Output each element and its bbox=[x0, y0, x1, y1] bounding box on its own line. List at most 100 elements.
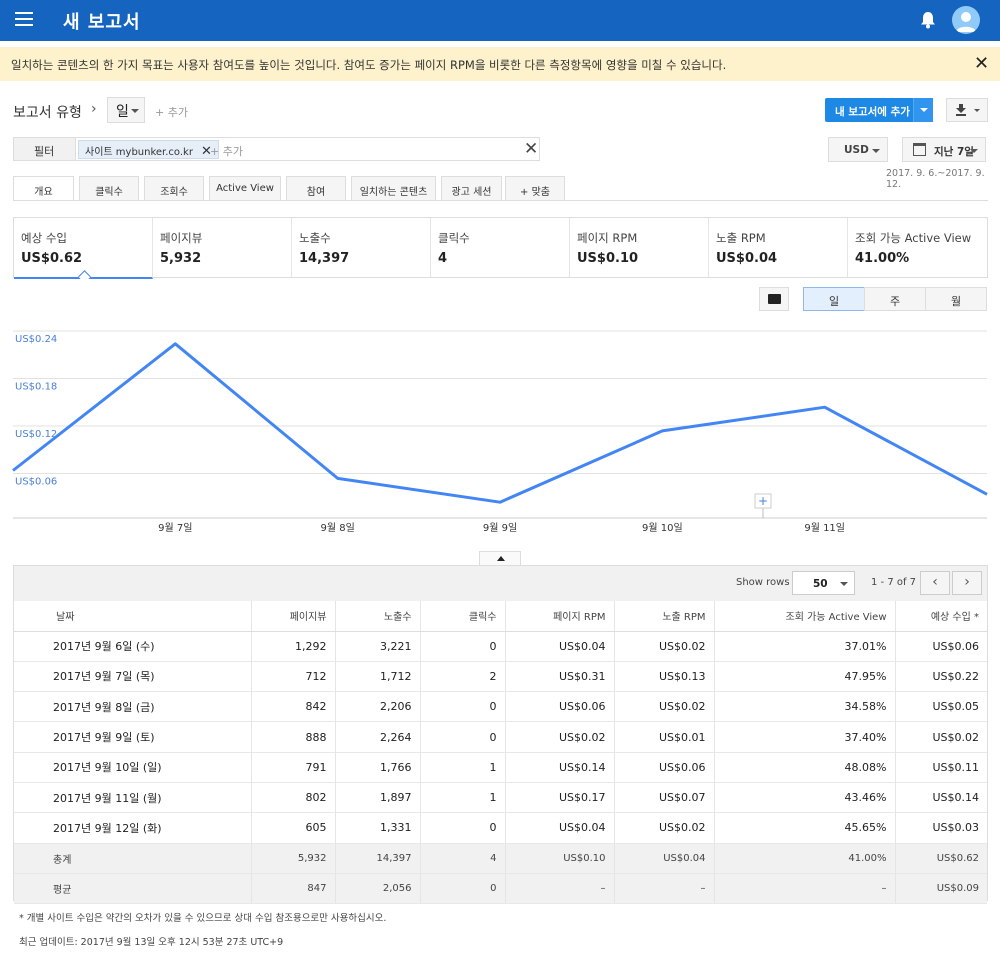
tab-overview[interactable]: 개요 bbox=[13, 176, 74, 201]
caret-up-icon bbox=[497, 556, 505, 561]
column-header-page-rpm[interactable]: 페이지 RPM bbox=[505, 601, 615, 632]
add-annotation-marker[interactable]: + bbox=[754, 493, 772, 518]
notifications-bell-icon[interactable] bbox=[918, 10, 938, 30]
remove-filter-icon[interactable]: ✕ bbox=[200, 144, 212, 159]
table-cell: 37.01% bbox=[714, 631, 896, 662]
table-cell: 2017년 9월 11일 (월) bbox=[14, 782, 252, 814]
app-bar: 새 보고서 bbox=[0, 0, 1000, 41]
table-cell: US$0.62 bbox=[895, 843, 987, 874]
chart-week-button[interactable]: 주 bbox=[864, 287, 926, 311]
page-title: 새 보고서 bbox=[63, 12, 141, 33]
table-cell: 1,331 bbox=[335, 812, 421, 844]
caret-down-icon bbox=[970, 149, 978, 153]
metric-page-rpm[interactable]: 페이지 RPM US$0.10 bbox=[570, 218, 709, 277]
column-header-clicks[interactable]: 클릭수 bbox=[420, 601, 506, 632]
add-filter-link[interactable]: + 추가 bbox=[210, 145, 243, 158]
table-cell: 2 bbox=[420, 661, 506, 693]
metric-impressions[interactable]: 노출수 14,397 bbox=[292, 218, 431, 277]
menu-icon[interactable] bbox=[15, 12, 33, 28]
metric-cards: 예상 수입 US$0.62 페이지뷰 5,932 노출수 14,397 클릭수 4 페이… bbox=[13, 217, 988, 279]
table-cell: 0 bbox=[420, 691, 506, 723]
table-cell: 34.58% bbox=[714, 691, 896, 723]
table-cell: US$0.04 bbox=[505, 812, 615, 844]
column-header-impression-rpm[interactable]: 노출 RPM bbox=[614, 601, 715, 632]
table-cell: US$0.01 bbox=[614, 721, 715, 753]
table-cell: 1,897 bbox=[335, 782, 421, 814]
add-dimension-link[interactable]: + 추가 bbox=[155, 106, 188, 119]
metric-active-view-viewable[interactable]: 조회 가능 Active View 41.00% bbox=[855, 231, 972, 266]
chart-day-button[interactable]: 일 bbox=[803, 287, 865, 311]
earnings-line-chart: US$0.24 US$0.18 US$0.12 US$0.06 9월 7일 9월 8일 9… bbox=[12, 330, 988, 534]
prev-page-button[interactable]: ‹ bbox=[920, 571, 950, 595]
table-cell: 2017년 9월 6일 (수) bbox=[14, 631, 252, 662]
total-row: 총계 5,932 14,397 4 US$0.10 US$0.04 41.00% US$0.6… bbox=[14, 843, 987, 874]
table-cell: US$0.14 bbox=[895, 782, 987, 814]
table-cell: US$0.05 bbox=[895, 691, 987, 723]
table-cell: US$0.04 bbox=[614, 843, 715, 874]
x-tick-label: 9월 11일 bbox=[804, 522, 845, 534]
tab-clicks[interactable]: 클릭수 bbox=[79, 176, 139, 200]
column-header-estimated-earnings[interactable]: 예상 수입 * bbox=[895, 601, 987, 632]
tab-ad-sessions[interactable]: 광고 세션 bbox=[441, 176, 502, 200]
currency-select[interactable]: USD bbox=[828, 137, 888, 162]
column-header-impressions[interactable]: 노출수 bbox=[335, 601, 421, 632]
notice-text: 일치하는 콘텐츠의 한 가지 목표는 사용자 참여도를 높이는 것입니다. 참여… bbox=[11, 58, 727, 72]
metric-impression-rpm[interactable]: 노출 RPM US$0.04 bbox=[709, 218, 848, 277]
table-row: 2017년 9월 10일 (일) 791 1,766 1 US$0.14 US$0.06 4… bbox=[14, 752, 987, 783]
table-row: 2017년 9월 11일 (월) 802 1,897 1 US$0.17 US$0.07 4… bbox=[14, 782, 987, 814]
table-cell: 1,766 bbox=[335, 752, 421, 783]
next-page-button[interactable]: › bbox=[952, 571, 982, 595]
tab-engagement[interactable]: 참여 bbox=[286, 176, 346, 200]
x-tick-label: 9월 7일 bbox=[158, 522, 192, 534]
table-cell: US$0.02 bbox=[505, 721, 615, 753]
close-icon[interactable]: ✕ bbox=[974, 53, 990, 74]
table-cell: US$0.06 bbox=[614, 752, 715, 783]
tab-active-view[interactable]: Active View bbox=[209, 176, 281, 200]
table-cell: 2017년 9월 12일 (화) bbox=[14, 812, 252, 844]
metric-estimated-earnings[interactable]: 예상 수입 US$0.62 bbox=[14, 218, 153, 279]
tab-views[interactable]: 조회수 bbox=[144, 176, 204, 200]
table-cell: US$0.10 bbox=[505, 843, 615, 874]
table-cell: 2,206 bbox=[335, 691, 421, 723]
granularity-select[interactable]: 일 bbox=[107, 97, 145, 123]
annotation-button[interactable] bbox=[759, 287, 789, 311]
table-cell: US$0.11 bbox=[895, 752, 987, 783]
caret-down-icon bbox=[131, 109, 139, 113]
download-button[interactable] bbox=[946, 98, 988, 122]
table-cell: US$0.13 bbox=[614, 661, 715, 693]
tab-matched-content[interactable]: 일치하는 콘텐츠 bbox=[351, 176, 436, 200]
table-cell: 1 bbox=[420, 752, 506, 783]
svg-text:+: + bbox=[758, 494, 768, 508]
filter-button[interactable]: 필터 bbox=[14, 138, 76, 160]
show-rows-label: Show rows bbox=[736, 577, 790, 588]
avatar[interactable] bbox=[952, 6, 980, 34]
table-cell: 41.00% bbox=[714, 843, 896, 874]
table-cell: 2,264 bbox=[335, 721, 421, 753]
collapse-chart-button[interactable] bbox=[479, 551, 521, 565]
table-cell: 2017년 9월 8일 (금) bbox=[14, 691, 252, 723]
tab-custom[interactable]: + 맞춤 bbox=[505, 176, 565, 200]
clear-filter-icon[interactable]: ✕ bbox=[524, 139, 539, 159]
table-cell: 2017년 9월 10일 (일) bbox=[14, 752, 252, 783]
table-cell: 712 bbox=[251, 661, 336, 693]
table-cell: 47.95% bbox=[714, 661, 896, 693]
table-cell: – bbox=[614, 873, 715, 905]
date-range-select[interactable]: 지난 7일 bbox=[902, 137, 986, 162]
add-to-my-reports-button[interactable]: 내 보고서에 추가 bbox=[825, 98, 933, 122]
metric-page-views[interactable]: 페이지뷰 5,932 bbox=[153, 218, 292, 277]
column-header-date[interactable]: 날짜 bbox=[14, 601, 252, 632]
filter-chip[interactable]: 사이트 mybunker.co.kr ✕ bbox=[78, 140, 219, 159]
rows-per-page-select[interactable]: 50 bbox=[792, 571, 855, 595]
table-cell: US$0.06 bbox=[895, 631, 987, 662]
column-header-active-view[interactable]: 조회 가능 Active View bbox=[714, 601, 896, 632]
metric-clicks[interactable]: 클릭수 4 bbox=[431, 218, 570, 277]
footnote: * 개별 사이트 수입은 약간의 오차가 있을 수 있으므로 상대 수입 참조용… bbox=[19, 913, 387, 924]
table-toolbar: Show rows 50 1 - 7 of 7 ‹ › bbox=[14, 566, 987, 601]
add-report-dropdown[interactable] bbox=[913, 98, 933, 122]
last-updated: 최근 업데이트: 2017년 9월 13일 오후 12시 53분 27초 UTC… bbox=[19, 937, 284, 948]
table-cell: 847 bbox=[251, 873, 336, 905]
y-tick-label: US$0.12 bbox=[15, 429, 57, 440]
column-header-pageviews[interactable]: 페이지뷰 bbox=[251, 601, 336, 632]
chart-month-button[interactable]: 월 bbox=[925, 287, 987, 311]
table-cell: 791 bbox=[251, 752, 336, 783]
